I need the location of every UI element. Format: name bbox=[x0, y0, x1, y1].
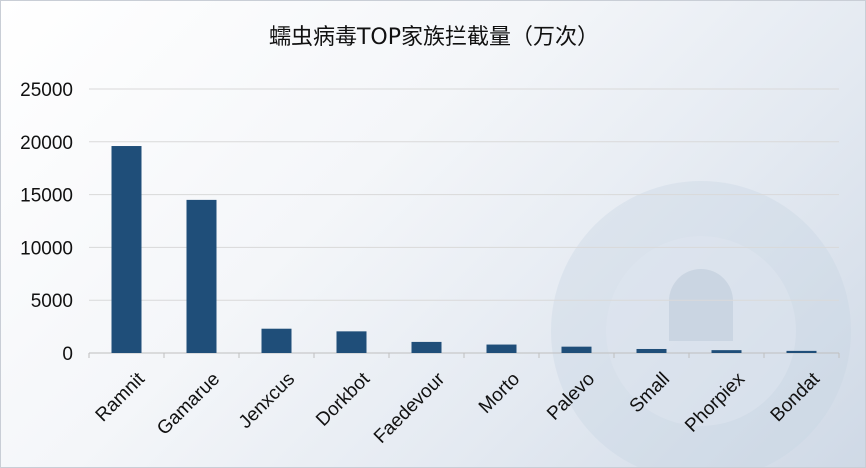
bar-gamarue bbox=[186, 199, 217, 353]
x-tick-label: Dorkbot bbox=[312, 368, 374, 430]
y-tick-label: 5000 bbox=[31, 291, 73, 312]
x-tick-label: Small bbox=[626, 369, 674, 417]
y-tick-label: 10000 bbox=[20, 238, 73, 259]
bar-phorpiex bbox=[711, 350, 742, 353]
bar-ramnit bbox=[111, 146, 142, 353]
x-tick-label: Palevo bbox=[543, 369, 599, 425]
bar-small bbox=[636, 348, 667, 353]
y-tick-label: 20000 bbox=[20, 133, 73, 154]
bar-dorkbot bbox=[336, 331, 367, 353]
x-tick-label: Morto bbox=[475, 369, 524, 418]
bar-morto bbox=[486, 344, 517, 353]
x-tick-label: Gamarue bbox=[153, 369, 224, 440]
x-tick-label: Jenxcus bbox=[235, 369, 299, 433]
x-tick-label: Ramnit bbox=[92, 368, 150, 426]
y-tick-label: 15000 bbox=[20, 186, 73, 207]
bar-bondat bbox=[786, 350, 817, 353]
chart-title: 蠕虫病毒TOP家族拦截量（万次） bbox=[268, 25, 600, 50]
bar-palevo bbox=[561, 346, 592, 353]
x-tick-label: Bondat bbox=[767, 368, 825, 426]
bar-faedevour bbox=[411, 341, 442, 353]
bar-jenxcus bbox=[261, 328, 292, 353]
x-tick-label: Phorpiex bbox=[681, 368, 749, 436]
y-tick-label: 25000 bbox=[20, 80, 73, 101]
y-tick-label: 0 bbox=[62, 344, 73, 365]
x-tick-label: Faedevour bbox=[370, 368, 450, 448]
